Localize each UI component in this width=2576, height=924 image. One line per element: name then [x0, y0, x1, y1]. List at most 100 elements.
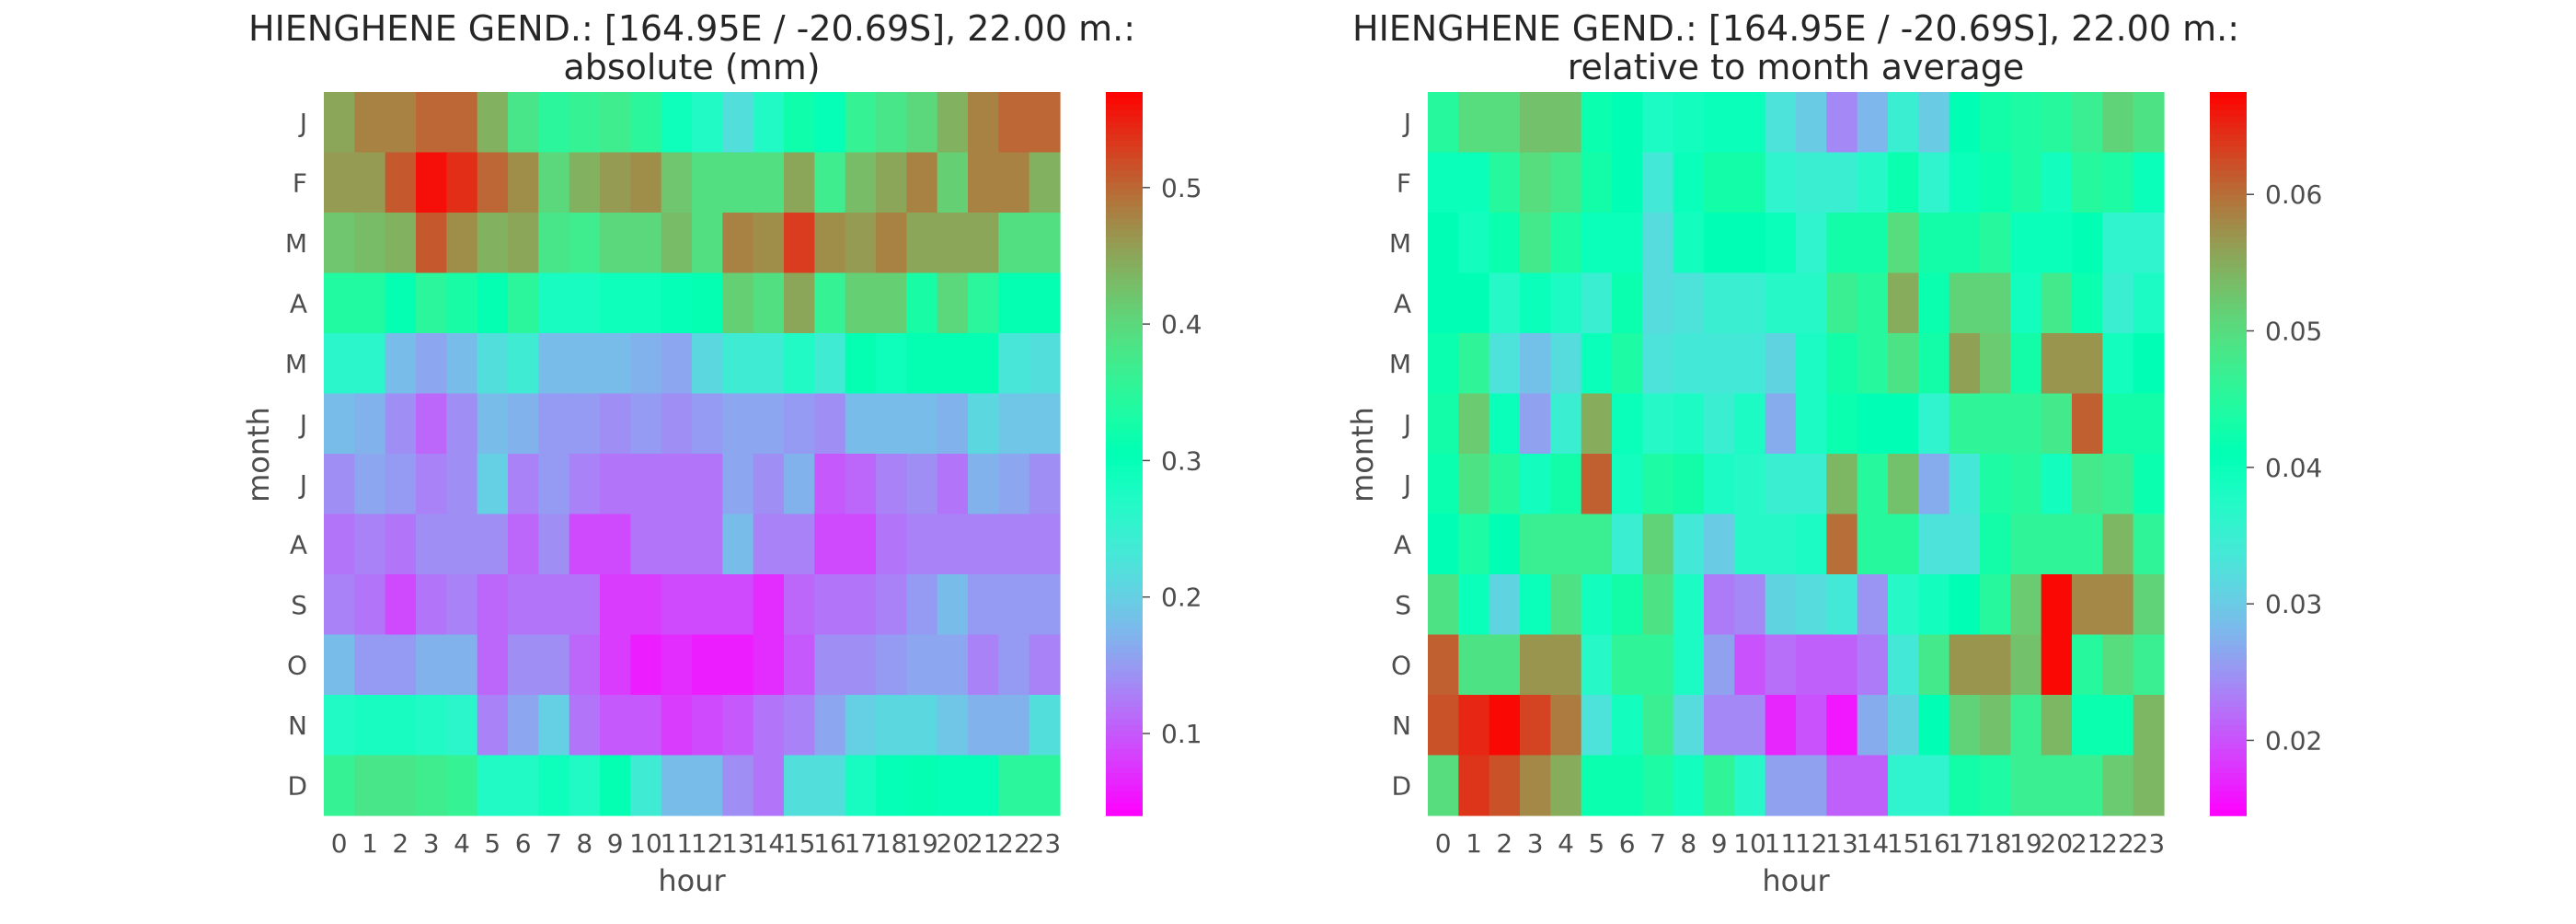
absolute-cell-J5-h4	[446, 393, 478, 455]
absolute-cell-F1-h8	[569, 152, 601, 214]
relative-cell-M2-h11	[1765, 213, 1797, 274]
relative-cell-D11-h14	[1857, 755, 1889, 816]
relative-cell-D11-h4	[1550, 755, 1582, 816]
absolute-cell-J6-h23	[1029, 454, 1061, 515]
absolute-cell-M2-h0	[324, 213, 355, 274]
relative-cell-F1-h17	[1949, 152, 1981, 214]
absolute-cell-M4-h17	[845, 333, 877, 395]
relative-cell-D11-h20	[2041, 755, 2073, 816]
absolute-cell-N10-h1	[354, 695, 386, 757]
relative-cell-F1-h14	[1857, 152, 1889, 214]
relative-x-tick-label: 3	[1527, 828, 1544, 859]
absolute-cell-S8-h2	[385, 574, 417, 636]
relative-colorbar: 0.02 0.03 0.04 0.05 0.06	[2210, 92, 2322, 816]
relative-cell-N10-h21	[2072, 695, 2103, 757]
absolute-colorbar-segment	[1106, 145, 1143, 154]
absolute-cell-A7-h15	[784, 514, 815, 575]
relative-colorbar-segment	[2210, 213, 2247, 220]
relative-cell-A3-h19	[2010, 272, 2042, 334]
absolute-x-tick-label: 20	[937, 828, 970, 859]
relative-cell-S8-h4	[1550, 574, 1582, 636]
absolute-colorbar-segment	[1106, 164, 1143, 171]
absolute-y-tick-label: F	[293, 167, 307, 198]
relative-colorbar-segment	[2210, 641, 2247, 648]
relative-colorbar-segment	[2210, 158, 2247, 166]
relative-colorbar-segment	[2210, 490, 2247, 497]
absolute-y-tick-label: M	[285, 228, 307, 259]
relative-cell-N10-h4	[1550, 695, 1582, 757]
relative-colorbar-segment	[2210, 242, 2247, 250]
relative-colorbar-segment	[2210, 724, 2247, 733]
absolute-x-tick-label: 0	[331, 828, 348, 859]
relative-cell-S8-h10	[1734, 574, 1766, 636]
absolute-cell-D11-h3	[416, 755, 447, 816]
relative-colorbar-segment	[2210, 121, 2247, 130]
absolute-cell-F1-h9	[600, 152, 631, 214]
relative-cell-N10-h7	[1642, 695, 1674, 757]
absolute-cell-J6-h3	[416, 454, 447, 515]
absolute-cell-M4-h19	[906, 333, 938, 395]
absolute-y-tick-label: A	[290, 288, 307, 318]
relative-cell-S8-h11	[1765, 574, 1797, 636]
relative-colorbar-segment	[2210, 622, 2247, 629]
relative-cell-A3-h1	[1458, 272, 1490, 334]
relative-cell-S8-h2	[1489, 574, 1521, 636]
absolute-cell-N10-h15	[784, 695, 815, 757]
relative-cell-D11-h9	[1704, 755, 1735, 816]
relative-cell-J0-h18	[1980, 92, 2011, 154]
relative-colorbar-segment	[2210, 507, 2247, 515]
relative-cell-O9-h2	[1489, 634, 1521, 696]
relative-cell-A3-h21	[2072, 272, 2103, 334]
relative-colorbar-segment	[2210, 483, 2247, 491]
absolute-cell-D11-h14	[753, 755, 785, 816]
absolute-colorbar-segment	[1106, 375, 1143, 383]
relative-colorbar-segment	[2210, 743, 2247, 750]
absolute-colorbar-segment	[1106, 423, 1143, 431]
absolute-x-tick-label: 14	[753, 828, 786, 859]
relative-cell-M4-h19	[2010, 333, 2042, 395]
absolute-colorbar-segment	[1106, 731, 1143, 738]
relative-colorbar-segment	[2210, 700, 2247, 708]
absolute-colorbar-segment	[1106, 447, 1143, 455]
absolute-cell-J0-h11	[661, 92, 693, 154]
relative-colorbar-segment	[2210, 791, 2247, 799]
relative-cell-J0-h5	[1581, 92, 1613, 154]
relative-cell-J5-h7	[1642, 393, 1674, 455]
absolute-x-tick-label: 17	[845, 828, 878, 859]
relative-colorbar-segment	[2210, 767, 2247, 774]
absolute-colorbar-segment	[1106, 272, 1143, 280]
relative-colorbar-segment	[2210, 459, 2247, 467]
relative-cell-S8-h21	[2072, 574, 2103, 636]
relative-colorbar-segment	[2210, 435, 2247, 443]
relative-cell-J5-h16	[1918, 393, 1950, 455]
relative-colorbar-segment	[2210, 387, 2247, 395]
relative-cell-M2-h13	[1826, 213, 1858, 274]
relative-cell-O9-h13	[1826, 634, 1858, 696]
absolute-cell-O9-h13	[722, 634, 754, 696]
relative-cell-F1-h3	[1520, 152, 1551, 214]
relative-colorbar-segment	[2210, 128, 2247, 135]
relative-cell-A7-h11	[1765, 514, 1797, 575]
absolute-cell-M4-h6	[508, 333, 539, 395]
relative-cell-J0-h10	[1734, 92, 1766, 154]
absolute-cell-M2-h2	[385, 213, 417, 274]
absolute-cell-M4-h16	[814, 333, 846, 395]
relative-cell-M4-h17	[1949, 333, 1981, 395]
absolute-colorbar-segment	[1106, 237, 1143, 244]
relative-cell-A3-h20	[2041, 272, 2073, 334]
absolute-colorbar-tick-label: 0.3	[1161, 445, 1202, 476]
relative-cell-O9-h15	[1888, 634, 1919, 696]
absolute-cell-F1-h1	[354, 152, 386, 214]
relative-colorbar-segment	[2210, 339, 2247, 346]
relative-colorbar-segment	[2210, 454, 2247, 461]
absolute-cell-O9-h12	[692, 634, 723, 696]
relative-cell-J5-h10	[1734, 393, 1766, 455]
absolute-cell-M2-h19	[906, 213, 938, 274]
relative-cell-S8-h8	[1673, 574, 1705, 636]
relative-x-tick-label: 10	[1733, 828, 1766, 859]
relative-y-tick-label: A	[1394, 288, 1411, 318]
absolute-colorbar-segment	[1106, 315, 1143, 322]
absolute-x-tick-label: 9	[607, 828, 624, 859]
relative-colorbar-segment	[2210, 695, 2247, 702]
